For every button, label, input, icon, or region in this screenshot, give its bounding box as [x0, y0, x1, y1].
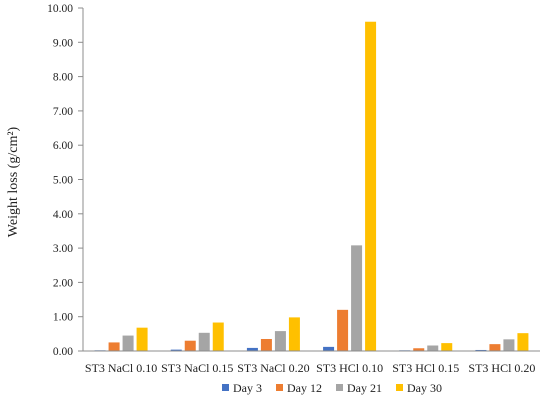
bar-day-21 [198, 332, 210, 351]
y-tick-label: 0.00 [53, 346, 73, 358]
bar-day-21 [122, 335, 134, 351]
x-category-label: ST3 HCl 0.15 [392, 361, 459, 375]
y-tick-label: 6.00 [53, 140, 73, 152]
x-category-label: ST3 NaCl 0.20 [237, 361, 309, 375]
bar-day-3 [475, 349, 487, 351]
x-category-label: ST3 NaCl 0.15 [161, 361, 233, 375]
y-axis-label: Weight loss (g/cm²) [6, 126, 21, 237]
bar-day-12 [260, 338, 272, 351]
bar-day-21 [274, 331, 286, 351]
bar-day-21 [351, 245, 363, 351]
bar-day-12 [108, 342, 120, 351]
legend: Day 3 Day 12 Day 21 Day 30 [222, 381, 442, 395]
legend-swatch [336, 384, 343, 391]
bar-day-30 [365, 21, 377, 351]
bar-day-3 [170, 349, 182, 351]
y-tick-label: 7.00 [53, 106, 73, 118]
y-tick-label: 1.00 [53, 312, 73, 324]
y-tick-label: 8.00 [53, 72, 73, 84]
bar-day-3 [323, 346, 335, 351]
legend-label: Day 12 [287, 381, 322, 395]
legend-label: Day 21 [347, 381, 382, 395]
bars [94, 21, 529, 351]
bar-day-30 [136, 327, 148, 351]
bar-day-12 [413, 348, 425, 351]
legend-label: Day 30 [407, 381, 442, 395]
legend-label: Day 3 [233, 381, 262, 395]
bar-day-21 [427, 345, 439, 351]
y-tick-label: 2.00 [53, 277, 73, 289]
bar-day-12 [337, 309, 349, 351]
legend-swatch [396, 384, 403, 391]
x-axis: ST3 NaCl 0.10 ST3 NaCl 0.15 ST3 NaCl 0.20 S… [83, 350, 540, 375]
x-category-label: ST3 HCl 0.10 [316, 361, 383, 375]
bar-day-30 [288, 317, 300, 351]
y-tick-label: 4.00 [53, 209, 73, 221]
legend-swatch [222, 384, 229, 391]
bar-day-12 [489, 344, 501, 351]
y-axis: 0.00 1.00 2.00 3.00 4.00 5.00 6.00 7.00 8.00 9.00… [47, 3, 84, 358]
y-tick-label: 10.00 [47, 3, 73, 15]
bar-day-30 [212, 322, 224, 351]
y-tick-label: 9.00 [53, 37, 73, 49]
bar-day-12 [184, 340, 196, 351]
legend-swatch [276, 384, 283, 391]
bar-day-30 [517, 333, 529, 351]
bar-day-30 [441, 343, 453, 351]
x-category-label: ST3 HCl 0.20 [468, 361, 535, 375]
y-tick-label: 3.00 [53, 243, 73, 255]
y-tick-label: 5.00 [53, 175, 73, 187]
bar-day-21 [503, 339, 515, 351]
x-category-label: ST3 NaCl 0.10 [85, 361, 157, 375]
bar-day-3 [246, 347, 258, 351]
